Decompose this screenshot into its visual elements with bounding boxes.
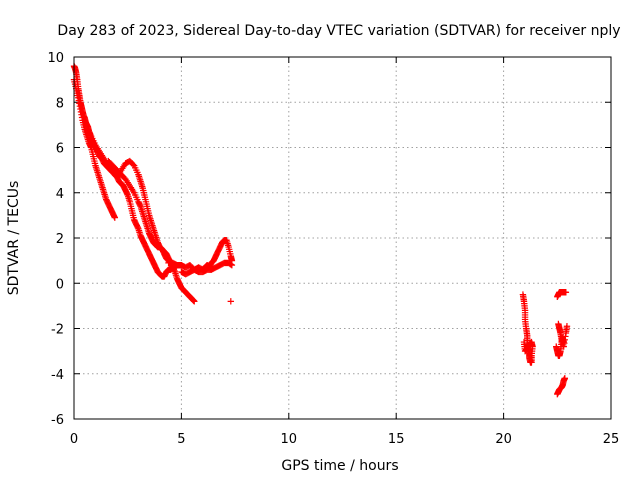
data-point-fill <box>89 151 96 158</box>
x-axis-title: GPS time / hours <box>281 458 398 474</box>
data-point-fill <box>91 139 98 147</box>
y-tick-label: -6 <box>51 413 64 428</box>
data-point-fill <box>100 187 107 195</box>
y-tick-label: 6 <box>56 142 64 157</box>
data-point-fill <box>560 337 567 345</box>
data-point-fill <box>145 209 152 217</box>
grid <box>74 57 611 419</box>
series-bump-branch <box>105 157 198 305</box>
data-point-fill <box>134 196 141 203</box>
data-point-fill <box>111 164 119 172</box>
data-point-fill <box>107 160 114 167</box>
data-point-fill <box>78 114 86 121</box>
data-point-fill <box>87 143 94 150</box>
data-point-fill <box>134 169 141 176</box>
data-point-fill <box>130 214 137 221</box>
series-main-decay-lower <box>70 76 119 221</box>
x-tick-label: 25 <box>603 432 620 447</box>
data-point-fill <box>120 173 127 181</box>
data-point-fill <box>171 267 178 275</box>
data-point-fill <box>129 187 137 195</box>
plot-frame <box>73 56 612 420</box>
data-point-fill <box>151 230 159 238</box>
data-point-fill <box>138 208 146 215</box>
x-tick-label: 0 <box>70 432 78 447</box>
data-point-fill <box>134 224 142 232</box>
series-late-flat-lower <box>178 259 236 278</box>
y-tick-label: 2 <box>56 232 64 247</box>
y-axis-title: SDTVAR / TECUs <box>6 181 22 296</box>
data-point-fill <box>143 221 150 229</box>
data-point-fill <box>93 167 101 174</box>
data-point-fill <box>96 174 103 181</box>
data-point-fill <box>136 201 144 209</box>
series-arc-22.5h-mid <box>553 334 567 359</box>
data-point-fill <box>138 183 146 190</box>
data-point-fill <box>128 160 136 167</box>
data-point-fill <box>149 224 157 231</box>
data-point-fill <box>74 92 81 99</box>
data-point-fill <box>173 273 180 281</box>
data-point-fill <box>521 341 528 348</box>
data-point-fill <box>102 194 109 202</box>
series-arc-21h <box>519 291 536 366</box>
data-points <box>70 62 571 398</box>
series-middle-band <box>83 126 174 267</box>
x-tick-labels: 0 5 10 15 20 25 <box>70 432 619 447</box>
data-point-fill <box>227 250 234 258</box>
series-main-decay-upper <box>70 62 185 280</box>
data-point-fill <box>562 289 569 296</box>
data-point <box>227 298 235 305</box>
y-tick-label: 8 <box>56 96 64 111</box>
data-point-fill <box>111 213 118 220</box>
data-point-fill <box>147 217 154 224</box>
y-tick-label: -2 <box>51 323 64 338</box>
data-point-fill <box>115 169 123 176</box>
data-point-fill <box>76 103 84 110</box>
data-point-fill <box>123 190 131 198</box>
data-point-fill <box>99 153 107 161</box>
x-tick-label: 15 <box>388 432 405 447</box>
data-point-fill <box>190 297 197 304</box>
data-point-fill <box>86 131 94 138</box>
x-tick-label: 20 <box>495 432 512 447</box>
y-tick-label: 4 <box>56 187 64 202</box>
data-point-fill <box>128 205 135 212</box>
series-late-flat <box>165 237 236 273</box>
y-tick-label: -4 <box>51 368 64 383</box>
data-point-fill <box>224 242 232 249</box>
x-tick-label: 10 <box>281 432 298 447</box>
y-tick-label: 0 <box>56 277 64 292</box>
data-point-fill <box>141 191 148 199</box>
data-point-fill <box>561 375 568 383</box>
data-point-fill <box>98 181 105 188</box>
data-point-fill <box>91 160 99 167</box>
data-point-fill <box>227 261 235 268</box>
chart-title: Day 283 of 2023, Sidereal Day-to-day VTE… <box>57 23 620 39</box>
data-point-fill <box>125 181 132 188</box>
data-point-fill <box>145 228 152 235</box>
data-point-fill <box>95 147 102 154</box>
data-point-fill <box>129 161 137 168</box>
data-point-fill <box>72 83 79 90</box>
data-point-fill <box>143 200 150 208</box>
data-point-fill <box>136 176 144 183</box>
data-point-fill <box>563 324 570 332</box>
x-tick-label: 5 <box>177 432 185 447</box>
y-tick-labels: -6 -4 -2 0 2 4 6 8 10 <box>47 51 64 428</box>
data-point-fill <box>126 196 133 204</box>
data-point-fill <box>141 215 148 222</box>
data-point-fill <box>136 230 144 238</box>
y-tick-label: 10 <box>47 51 64 66</box>
series-outlier <box>227 298 235 305</box>
